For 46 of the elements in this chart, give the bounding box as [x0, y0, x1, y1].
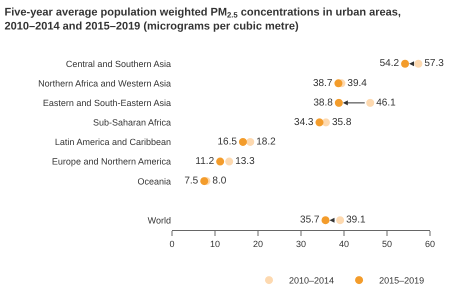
point	[401, 60, 410, 68]
chart-title: Five-year average population weighted PM$_{2.5}$ concentrations in urban areas, 2010–2014 and 2015–2019 (micrograms per cubic metre)	[4, 6, 401, 33]
y-tick-label: Latin America and Caribbean	[54, 137, 171, 148]
x-tick-label: 30	[296, 238, 306, 249]
data-label: 7.5	[184, 176, 199, 187]
data-label: 18.2	[256, 136, 276, 148]
data-label: 39.4	[347, 78, 368, 89]
point	[322, 216, 330, 224]
data-label: 34.3	[294, 116, 314, 128]
data-label: 35.8	[332, 116, 352, 128]
data-label: 13.3	[235, 156, 256, 168]
legend-label: 2015–2019	[379, 276, 424, 286]
point	[225, 158, 234, 166]
data-label: 16.5	[217, 136, 238, 148]
x-tick-label: 0	[169, 238, 175, 249]
data-label: 38.7	[312, 78, 333, 89]
point	[216, 158, 224, 166]
data-label: 11.2	[195, 156, 215, 168]
y-tick-label: Eastern and South-Eastern Asia	[42, 98, 171, 108]
y-tick-label: Oceania	[137, 176, 171, 186]
y-tick-label: Europe and Northern America	[52, 156, 171, 167]
point	[315, 118, 324, 126]
y-tick-label: Northern Africa and Western Asia	[38, 78, 171, 88]
data-label: 35.7	[300, 214, 320, 226]
point	[246, 138, 254, 146]
x-tick-label: 60	[424, 238, 436, 249]
data-label: 39.1	[346, 214, 366, 226]
data-label: 46.1	[376, 97, 396, 108]
data-label: 38.8	[313, 97, 334, 108]
x-tick-label: 20	[252, 238, 264, 249]
point	[334, 79, 342, 88]
y-tick-label: World	[148, 215, 171, 226]
point	[238, 138, 247, 146]
data-label: 8.0	[212, 176, 227, 187]
x-tick-label: 10	[210, 238, 220, 249]
point	[336, 216, 344, 224]
y-tick-label: Central and Southern Asia	[66, 58, 171, 69]
data-label: 57.3	[424, 58, 444, 70]
data-label: 54.2	[380, 58, 400, 70]
x-tick-label: 40	[338, 238, 350, 249]
point	[414, 60, 422, 68]
y-tick-label: Sub-Saharan Africa	[92, 118, 171, 128]
legend-label: 2010–2014	[289, 276, 334, 286]
point	[366, 98, 374, 107]
x-tick-label: 50	[382, 238, 392, 249]
point	[334, 98, 343, 107]
